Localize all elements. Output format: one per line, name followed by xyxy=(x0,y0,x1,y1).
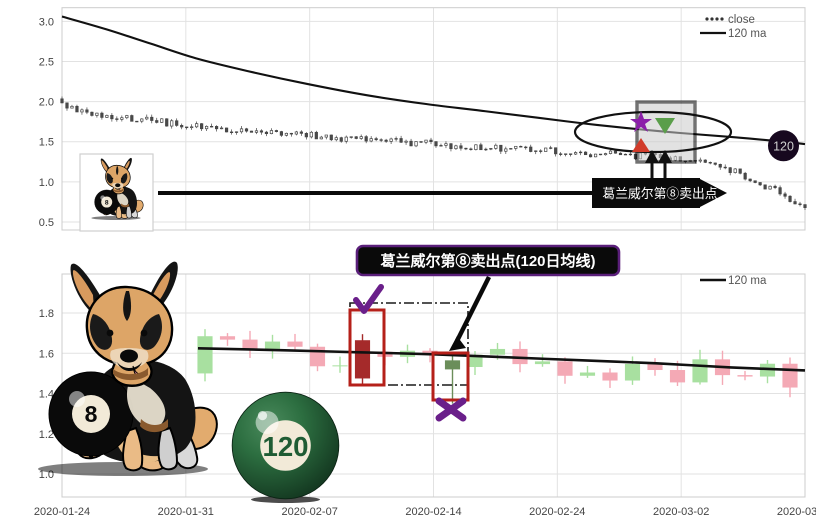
svg-text:3.0: 3.0 xyxy=(39,16,54,28)
svg-text:2.0: 2.0 xyxy=(39,97,54,109)
svg-text:1.6: 1.6 xyxy=(39,348,54,360)
svg-text:1.0: 1.0 xyxy=(39,177,54,189)
svg-text:1.2: 1.2 xyxy=(39,429,54,441)
svg-text:2020-02-24: 2020-02-24 xyxy=(529,506,585,518)
svg-text:葛兰威尔第⑧卖出点(120日均线): 葛兰威尔第⑧卖出点(120日均线) xyxy=(379,252,595,270)
svg-text:close: close xyxy=(728,14,755,26)
svg-text:2020-03-02: 2020-03-02 xyxy=(653,506,709,518)
svg-text:120: 120 xyxy=(773,139,794,153)
svg-text:120 ma: 120 ma xyxy=(728,28,767,40)
svg-text:2020-01-31: 2020-01-31 xyxy=(158,506,214,518)
svg-text:葛兰威尔第⑧卖出点: 葛兰威尔第⑧卖出点 xyxy=(602,186,717,201)
svg-text:2020-03-09: 2020-03-09 xyxy=(777,506,816,518)
svg-text:0.5: 0.5 xyxy=(39,217,54,229)
svg-text:1.8: 1.8 xyxy=(39,308,54,320)
svg-text:1.5: 1.5 xyxy=(39,137,54,149)
svg-text:2020-01-24: 2020-01-24 xyxy=(34,506,90,518)
svg-text:2020-02-14: 2020-02-14 xyxy=(405,506,461,518)
svg-text:120 ma: 120 ma xyxy=(728,275,767,287)
svg-text:2020-02-07: 2020-02-07 xyxy=(282,506,338,518)
svg-text:2.5: 2.5 xyxy=(39,57,54,69)
